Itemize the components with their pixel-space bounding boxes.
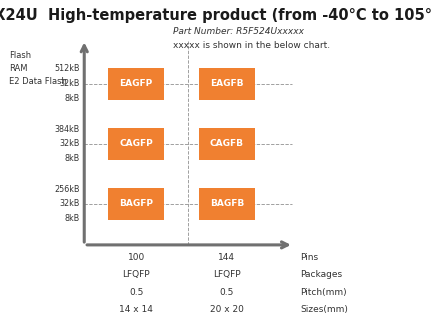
Text: xxxxx is shown in the below chart.: xxxxx is shown in the below chart. (173, 41, 330, 50)
FancyBboxPatch shape (199, 68, 255, 100)
Text: LFQFP: LFQFP (122, 270, 150, 279)
Text: 32kB: 32kB (60, 199, 80, 208)
Text: Flash
RAM
E2 Data Flash: Flash RAM E2 Data Flash (9, 51, 67, 86)
Text: Sizes(mm): Sizes(mm) (300, 305, 348, 314)
Text: 32kB: 32kB (60, 139, 80, 148)
FancyBboxPatch shape (108, 68, 164, 100)
Text: 0.5: 0.5 (129, 288, 143, 296)
Text: EAGFP: EAGFP (120, 79, 152, 88)
Text: 256kB: 256kB (54, 185, 80, 193)
Text: 0.5: 0.5 (219, 288, 234, 296)
Text: 32kB: 32kB (60, 79, 80, 88)
Text: 512kB: 512kB (54, 64, 80, 73)
Text: 384kB: 384kB (55, 125, 80, 133)
Text: 14 x 14: 14 x 14 (119, 305, 153, 314)
Text: 8kB: 8kB (65, 94, 80, 103)
Text: 144: 144 (218, 253, 235, 262)
Text: 20 x 20: 20 x 20 (210, 305, 244, 314)
Text: 8kB: 8kB (65, 154, 80, 163)
FancyBboxPatch shape (199, 188, 255, 220)
Text: EAGFB: EAGFB (210, 79, 244, 88)
Text: RX24U  High-temperature product (from -40°C to 105°C): RX24U High-temperature product (from -40… (0, 8, 432, 23)
FancyBboxPatch shape (199, 128, 255, 160)
Text: 100: 100 (127, 253, 145, 262)
Text: 8kB: 8kB (65, 214, 80, 223)
FancyBboxPatch shape (108, 128, 164, 160)
Text: CAGFB: CAGFB (210, 139, 244, 148)
FancyBboxPatch shape (108, 188, 164, 220)
Text: BAGFP: BAGFP (119, 199, 153, 208)
Text: LFQFP: LFQFP (213, 270, 241, 279)
Text: CAGFP: CAGFP (119, 139, 153, 148)
Text: BAGFB: BAGFB (210, 199, 244, 208)
Text: Packages: Packages (300, 270, 343, 279)
Text: Pins: Pins (300, 253, 318, 262)
Text: Pitch(mm): Pitch(mm) (300, 288, 347, 296)
Text: Part Number: R5F524Uxxxxx: Part Number: R5F524Uxxxxx (173, 27, 304, 36)
